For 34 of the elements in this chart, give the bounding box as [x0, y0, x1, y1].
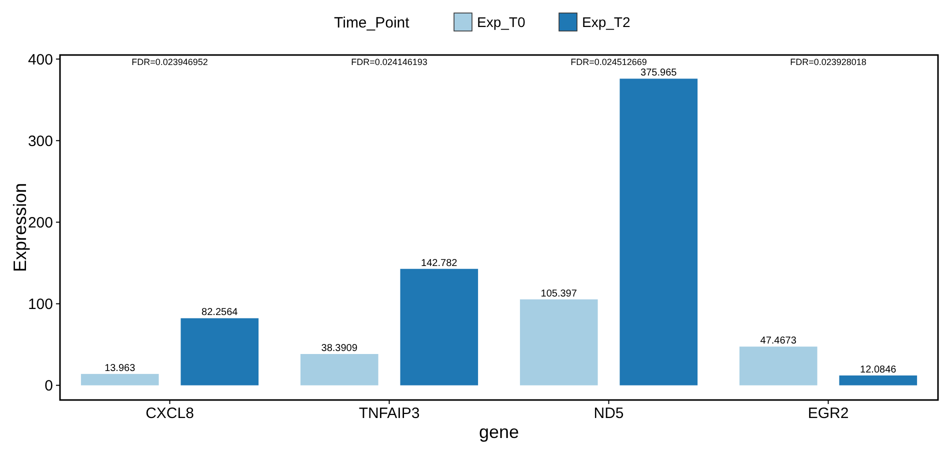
- x-tick-label: ND5: [594, 405, 624, 422]
- data-label: 12.0846: [860, 364, 897, 376]
- x-tick-label: EGR2: [808, 405, 849, 422]
- legend-label: Exp_T0: [477, 14, 526, 30]
- bar: [300, 354, 378, 386]
- bar: [620, 78, 698, 386]
- data-label: 82.2564: [202, 307, 238, 318]
- annotation: FDR=0.023928018: [790, 57, 866, 67]
- y-tick-label: 0: [44, 378, 53, 395]
- y-axis-title: Expression: [10, 182, 30, 272]
- x-tick-label: CXCL8: [146, 405, 194, 422]
- y-tick-label: 100: [28, 296, 53, 314]
- bar: [839, 375, 918, 386]
- y-tick-label: 300: [28, 132, 53, 150]
- annotation: FDR=0.023946952: [132, 57, 208, 67]
- bar: [80, 374, 159, 386]
- data-label: 38.3909: [321, 343, 358, 354]
- bar: [739, 346, 818, 386]
- bar: [520, 299, 598, 386]
- data-label: 13.963: [104, 362, 136, 374]
- x-axis-title: gene: [478, 422, 520, 442]
- data-label: 375.965: [640, 68, 678, 79]
- annotation: FDR=0.024146193: [351, 57, 428, 67]
- data-label: 142.782: [421, 258, 458, 269]
- legend-label: Exp_T2: [582, 14, 630, 30]
- bar: [400, 268, 478, 386]
- data-label: 47.4673: [760, 336, 797, 347]
- annotation: FDR=0.024512669: [570, 57, 647, 67]
- y-tick-label: 400: [28, 51, 53, 68]
- legend-title: Time_Point: [334, 14, 410, 32]
- bar: [180, 318, 259, 386]
- y-tick-label: 200: [28, 214, 53, 232]
- data-label: 105.397: [540, 288, 578, 300]
- x-tick-label: TNFAIP3: [358, 405, 420, 422]
